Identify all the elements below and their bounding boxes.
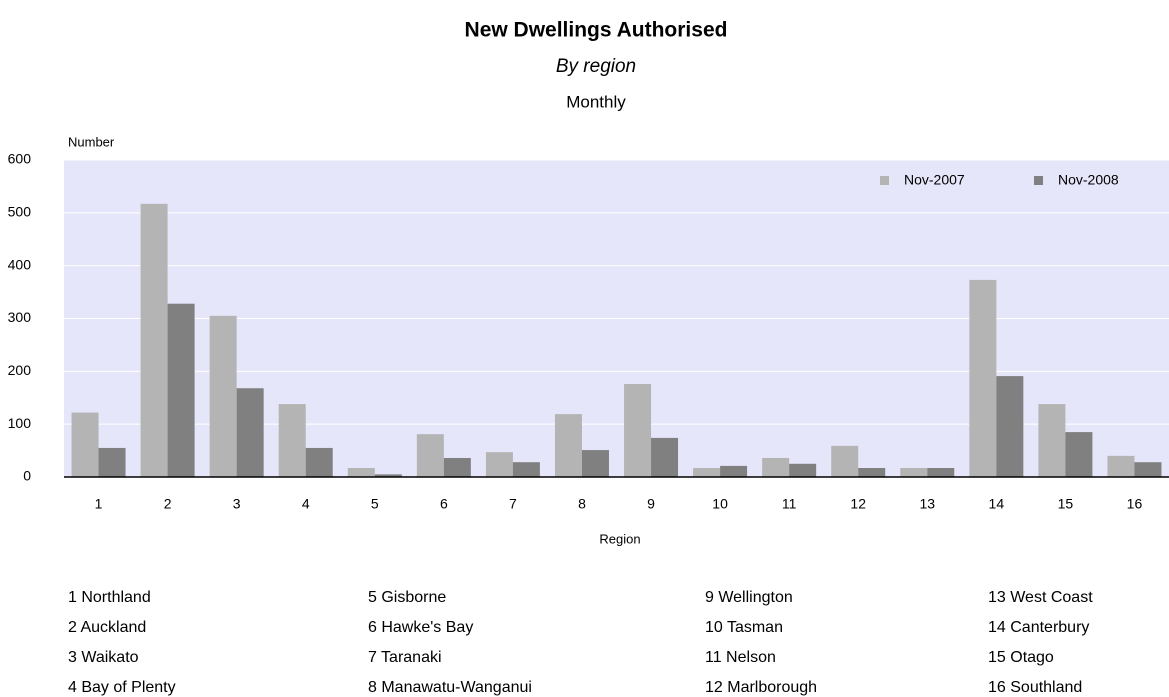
bar <box>831 445 859 477</box>
chart-frequency: Monthly <box>566 92 626 111</box>
bar <box>512 462 540 477</box>
legend-label: Nov-2008 <box>1058 172 1119 188</box>
y-tick-label: 0 <box>23 468 31 484</box>
legend-swatch <box>1034 176 1043 185</box>
x-tick-label: 8 <box>578 496 586 512</box>
y-tick-label: 100 <box>8 415 32 431</box>
region-key-item: 8 Manawatu-Wanganui <box>368 679 532 696</box>
region-key-item: 15 Otago <box>988 649 1054 666</box>
bar <box>651 437 679 477</box>
x-tick-label: 2 <box>164 496 172 512</box>
bar <box>693 468 721 477</box>
bar <box>1107 455 1135 477</box>
region-key-item: 4 Bay of Plenty <box>68 679 176 696</box>
region-key-item: 9 Wellington <box>705 589 793 606</box>
bar <box>209 315 237 477</box>
x-tick-label: 7 <box>509 496 517 512</box>
y-axis-title: Number <box>68 134 115 149</box>
x-tick-label: 6 <box>440 496 448 512</box>
bar <box>167 303 195 477</box>
bar <box>140 203 168 477</box>
region-key-item: 16 Southland <box>988 679 1082 696</box>
bar <box>98 447 126 477</box>
y-tick-label: 300 <box>8 309 32 325</box>
x-tick-label: 11 <box>782 496 797 512</box>
bar <box>1065 432 1093 477</box>
bar <box>554 414 582 477</box>
region-key-item: 7 Taranaki <box>368 649 442 666</box>
x-tick-label: 13 <box>919 496 935 512</box>
x-tick-label: 14 <box>989 496 1005 512</box>
region-key-item: 11 Nelson <box>705 649 776 666</box>
bar <box>1038 404 1066 477</box>
x-tick-label: 5 <box>371 496 379 512</box>
bar <box>624 384 652 477</box>
bar <box>236 388 264 477</box>
x-tick-label: 16 <box>1127 496 1143 512</box>
y-tick-label: 400 <box>8 256 32 272</box>
y-tick-label: 600 <box>8 151 32 167</box>
x-tick-label: 9 <box>647 496 655 512</box>
bar <box>416 434 444 477</box>
bar <box>1134 462 1162 477</box>
bar <box>969 279 997 477</box>
region-key-item: 3 Waikato <box>68 649 139 666</box>
chart-subtitle: By region <box>556 56 636 77</box>
bar <box>443 457 471 477</box>
bar <box>347 468 375 477</box>
bar <box>927 468 955 477</box>
bar <box>720 465 748 477</box>
x-tick-label: 3 <box>233 496 241 512</box>
bar <box>485 452 513 477</box>
bar <box>858 468 886 477</box>
legend-label: Nov-2007 <box>904 172 965 188</box>
bar <box>996 376 1024 477</box>
region-key-item: 6 Hawke's Bay <box>368 619 473 636</box>
x-tick-label: 10 <box>712 496 728 512</box>
legend-swatch <box>880 176 889 185</box>
region-key-item: 10 Tasman <box>705 619 783 636</box>
chart-title: New Dwellings Authorised <box>465 19 728 42</box>
x-tick-label: 15 <box>1058 496 1074 512</box>
y-tick-label: 500 <box>8 204 32 220</box>
bar <box>278 404 306 477</box>
region-key-item: 14 Canterbury <box>988 619 1089 636</box>
bar <box>305 447 333 477</box>
bar <box>581 450 609 477</box>
y-tick-label: 200 <box>8 362 32 378</box>
region-key-item: 2 Auckland <box>68 619 146 636</box>
bar <box>762 457 790 477</box>
bar <box>374 474 402 477</box>
x-tick-label: 12 <box>850 496 866 512</box>
bar <box>900 468 928 477</box>
region-key-item: 12 Marlborough <box>705 679 817 696</box>
x-axis-title: Region <box>599 531 640 546</box>
bar <box>71 412 99 477</box>
x-tick-label: 4 <box>302 496 310 512</box>
region-key-item: 1 Northland <box>68 589 151 606</box>
region-key-item: 13 West Coast <box>988 589 1093 606</box>
region-key-item: 5 Gisborne <box>368 589 446 606</box>
x-tick-label: 1 <box>95 496 103 512</box>
bar <box>789 463 817 477</box>
